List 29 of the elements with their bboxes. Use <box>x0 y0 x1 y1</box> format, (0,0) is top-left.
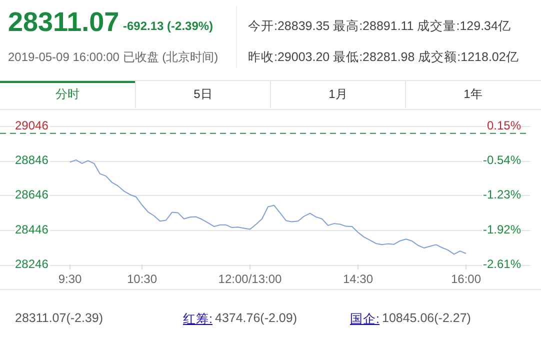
y2-tick-label: -1.23% <box>482 188 522 202</box>
y-tick-label: 29046 <box>15 118 49 132</box>
text: 1月 <box>270 81 405 108</box>
x-tick-label: 9:30 <box>58 272 82 286</box>
text: 10845.06(-2.27) <box>382 311 471 325</box>
text: 5日 <box>135 81 270 108</box>
text: 分时 <box>0 81 135 108</box>
y2-tick-label: -0.54% <box>482 152 522 167</box>
y-tick-label: 28246 <box>15 256 49 271</box>
y2-tick-label: -2.61% <box>482 256 522 271</box>
text: 2019-05-09 16:00:00 已收盘 (北京时间) <box>8 49 218 66</box>
x-tick-label: 14:30 <box>342 272 374 286</box>
x-tick-label: 12:00/13:00 <box>218 272 282 286</box>
y2-tick-label: -1.92% <box>482 222 522 236</box>
text: 国企: <box>350 311 380 328</box>
y-tick-label: 28646 <box>15 188 49 202</box>
text: 1年 <box>405 81 540 108</box>
chart-title: 28311.07 <box>8 7 120 38</box>
text: 今开:28839.35 最高:28891.11 成交量:129.34亿 <box>248 18 511 35</box>
y-tick-label: 28446 <box>15 222 49 236</box>
x-tick-label: 10:30 <box>126 272 158 286</box>
text: 4374.76(-2.09) <box>215 311 298 325</box>
chart-subtitle: -692.13 (-2.39%) <box>123 19 214 33</box>
x-tick-label: 16:00 <box>450 272 482 286</box>
text: 昨收:29003.20 最低:28281.98 成交额:1218.02亿 <box>248 49 519 66</box>
text: 红筹: <box>183 311 212 328</box>
y2-tick-label: 0.15% <box>486 118 522 132</box>
y-tick-label: 28846 <box>15 152 49 167</box>
text: 28311.07(-2.39) <box>15 311 104 325</box>
